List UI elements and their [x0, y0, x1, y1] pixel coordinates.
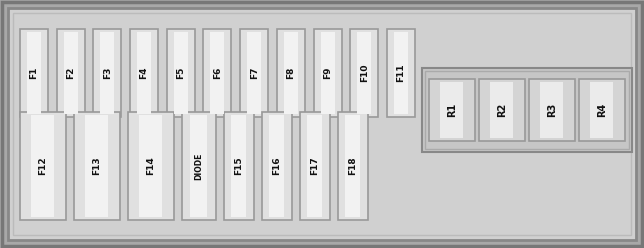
Bar: [529, 79, 575, 141]
Bar: [27, 32, 41, 114]
Bar: [262, 112, 292, 220]
Bar: [167, 29, 194, 117]
Bar: [479, 79, 525, 141]
Text: F12: F12: [39, 157, 48, 175]
Bar: [314, 29, 341, 117]
Text: F13: F13: [93, 157, 102, 175]
Bar: [182, 112, 216, 220]
Bar: [345, 115, 361, 217]
Bar: [579, 79, 625, 141]
Bar: [300, 112, 330, 220]
Text: R4: R4: [597, 103, 607, 117]
Text: F17: F17: [310, 157, 319, 175]
Bar: [247, 32, 261, 114]
Text: R2: R2: [497, 103, 507, 117]
Bar: [137, 32, 151, 114]
Bar: [211, 32, 225, 114]
Bar: [130, 29, 158, 117]
Bar: [93, 29, 122, 117]
Bar: [269, 115, 285, 217]
Bar: [425, 71, 629, 149]
Bar: [357, 32, 372, 114]
Text: F9: F9: [323, 67, 332, 79]
Text: F4: F4: [140, 67, 149, 79]
Text: F16: F16: [272, 157, 281, 175]
Text: F10: F10: [360, 64, 369, 82]
Bar: [74, 112, 120, 220]
Bar: [100, 32, 115, 114]
Bar: [321, 32, 335, 114]
Bar: [57, 29, 85, 117]
Text: F8: F8: [287, 67, 296, 79]
Bar: [20, 29, 48, 117]
Bar: [440, 82, 464, 138]
Bar: [240, 29, 268, 117]
Text: F14: F14: [146, 157, 155, 175]
Text: F2: F2: [66, 67, 75, 79]
Text: F18: F18: [348, 157, 357, 175]
Text: F7: F7: [250, 67, 259, 79]
Bar: [540, 82, 564, 138]
Bar: [128, 112, 174, 220]
Text: F1: F1: [30, 67, 39, 79]
Text: DIODE: DIODE: [194, 152, 204, 180]
Bar: [429, 79, 475, 141]
Bar: [307, 115, 323, 217]
Bar: [140, 115, 162, 217]
Bar: [422, 68, 632, 152]
Bar: [350, 29, 378, 117]
Bar: [387, 29, 415, 117]
Text: R1: R1: [447, 103, 457, 117]
Bar: [20, 112, 66, 220]
Bar: [491, 82, 513, 138]
Text: F6: F6: [213, 67, 222, 79]
Text: F3: F3: [103, 67, 112, 79]
Bar: [174, 32, 188, 114]
Text: R3: R3: [547, 103, 557, 117]
Bar: [13, 13, 631, 235]
Bar: [277, 29, 305, 117]
Bar: [204, 29, 231, 117]
Text: F5: F5: [176, 67, 185, 79]
Bar: [32, 115, 55, 217]
Bar: [394, 32, 408, 114]
Text: F15: F15: [234, 157, 243, 175]
Bar: [284, 32, 298, 114]
Bar: [591, 82, 614, 138]
Bar: [86, 115, 108, 217]
Bar: [224, 112, 254, 220]
Bar: [231, 115, 247, 217]
Text: F11: F11: [397, 64, 406, 82]
Bar: [338, 112, 368, 220]
Bar: [191, 115, 207, 217]
Bar: [64, 32, 78, 114]
